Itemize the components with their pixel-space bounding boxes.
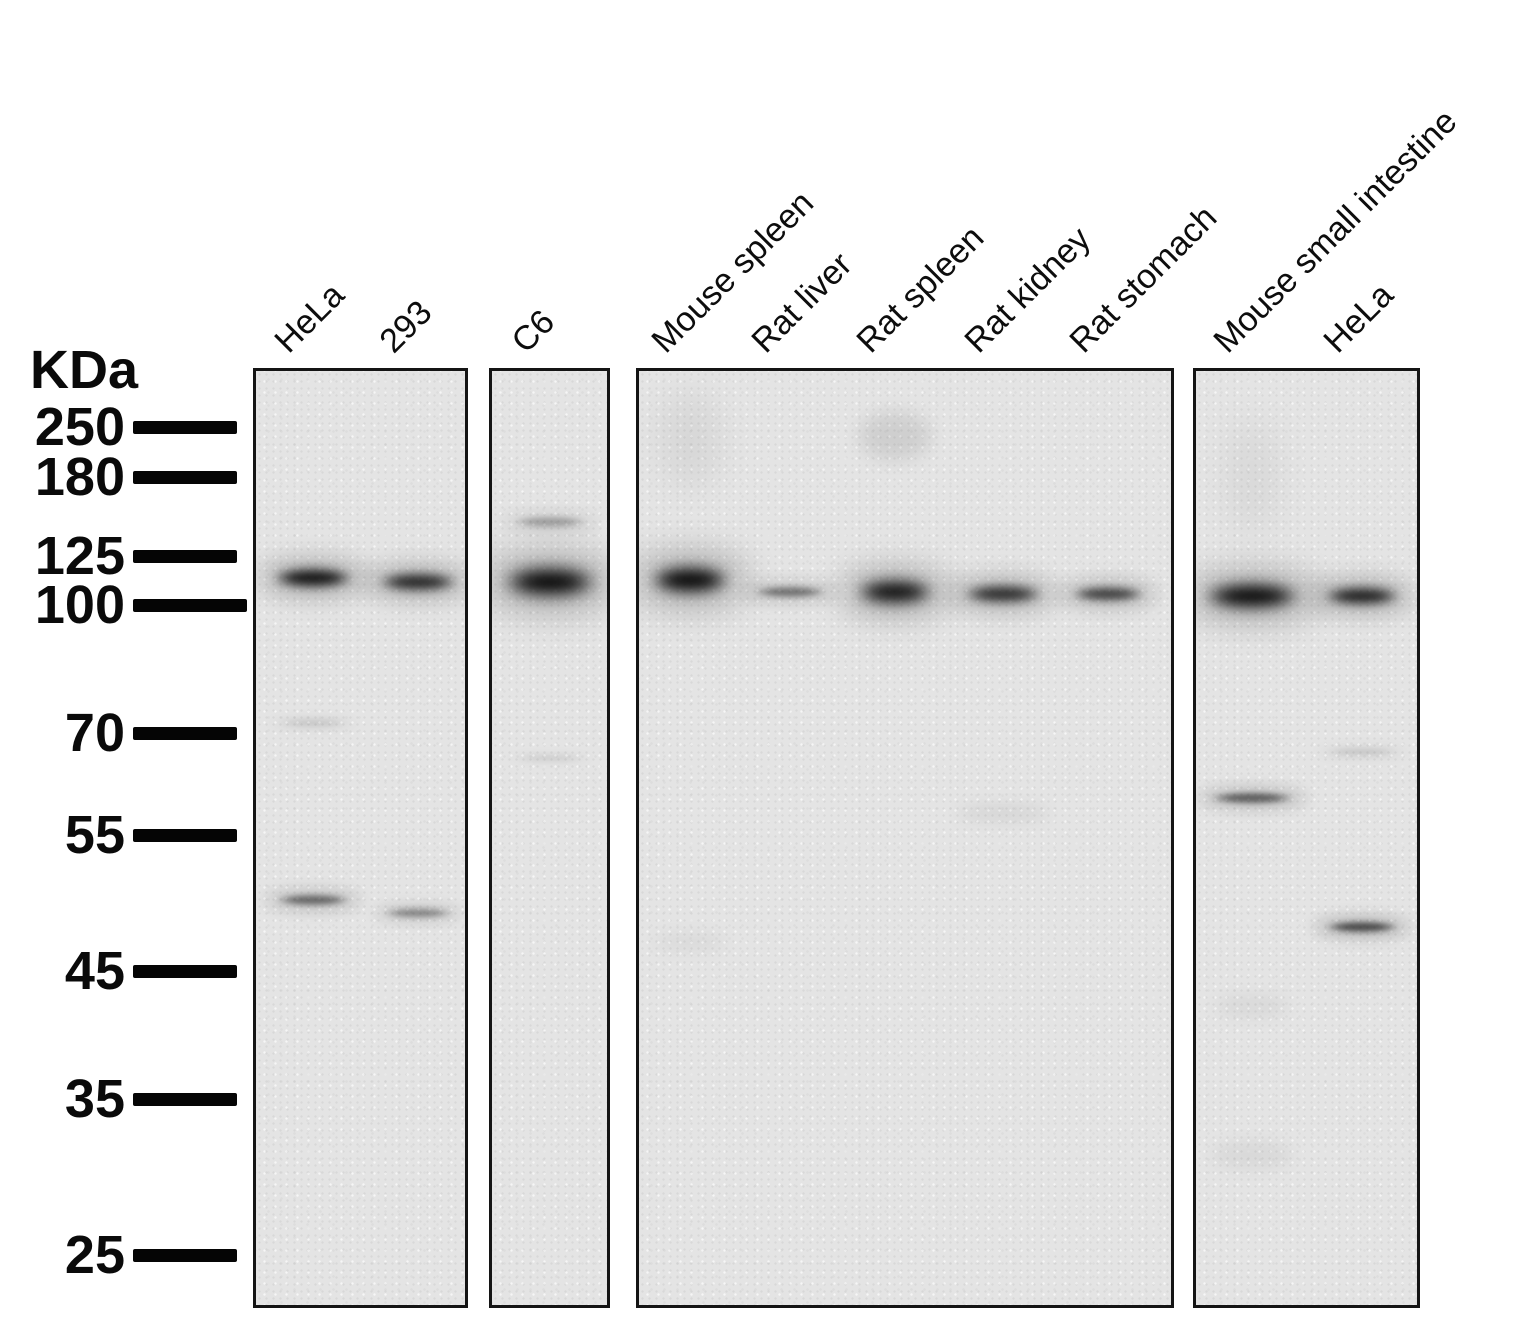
- kda-unit-label: KDa: [30, 340, 139, 400]
- lane-label: C6: [504, 302, 563, 361]
- protein-band-66kda: [510, 753, 590, 762]
- marker-tick-180: [133, 471, 237, 484]
- protein-band-230kda: [661, 392, 719, 488]
- lane-label: HeLa: [1316, 275, 1401, 361]
- protein-band-60kda: [1202, 791, 1302, 806]
- protein-band-235kda: [859, 412, 931, 461]
- protein-band-31kda: [1212, 1142, 1292, 1169]
- marker-tick-100: [133, 599, 247, 612]
- lane-label: Rat stomach: [1062, 198, 1225, 361]
- protein-band-104kda: [1196, 580, 1310, 613]
- marker-tick-125: [133, 550, 237, 563]
- blot-panel-3: [636, 368, 1174, 1308]
- protein-band-180kda: [1234, 422, 1270, 532]
- marker-tick-25: [133, 1249, 237, 1262]
- protein-band-111kda: [493, 564, 607, 601]
- marker-label-125: 125: [34, 526, 125, 586]
- blot-panel-1: [253, 368, 468, 1308]
- protein-band-112kda: [642, 563, 738, 598]
- protein-band-49kda: [377, 907, 459, 920]
- protein-band-42kda: [1216, 996, 1288, 1017]
- blot-panel-2: [489, 368, 610, 1308]
- protein-band-106kda: [848, 577, 942, 608]
- protein-band-48kda: [1318, 920, 1406, 935]
- protein-band-50kda: [269, 892, 357, 907]
- marker-label-55: 55: [64, 805, 125, 865]
- marker-label-45: 45: [64, 941, 125, 1001]
- protein-band-105kda: [1064, 585, 1152, 604]
- protein-band-67kda: [1319, 746, 1405, 757]
- marker-tick-35: [133, 1093, 237, 1106]
- marker-label-35: 35: [64, 1069, 125, 1129]
- protein-band-111kda: [370, 571, 465, 594]
- protein-band-58kda: [957, 807, 1049, 818]
- protein-band-47kda: [654, 934, 726, 949]
- marker-label-70: 70: [64, 703, 125, 763]
- marker-tick-70: [133, 727, 237, 740]
- marker-label-100: 100: [34, 575, 125, 635]
- blot-panel-4: [1193, 368, 1420, 1308]
- protein-band-113kda: [265, 566, 361, 591]
- marker-label-250: 250: [34, 397, 125, 457]
- marker-tick-45: [133, 965, 237, 978]
- marker-label-25: 25: [64, 1225, 125, 1285]
- protein-band-105kda: [955, 583, 1051, 606]
- protein-band-106kda: [747, 585, 833, 600]
- protein-band-104kda: [1316, 585, 1408, 608]
- protein-band-72kda: [272, 717, 354, 728]
- marker-label-180: 180: [34, 447, 125, 507]
- marker-tick-55: [133, 829, 237, 842]
- marker-tick-250: [133, 421, 237, 434]
- lane-label: HeLa: [267, 275, 352, 361]
- protein-band-146kda: [506, 515, 594, 530]
- lane-label: 293: [372, 293, 440, 361]
